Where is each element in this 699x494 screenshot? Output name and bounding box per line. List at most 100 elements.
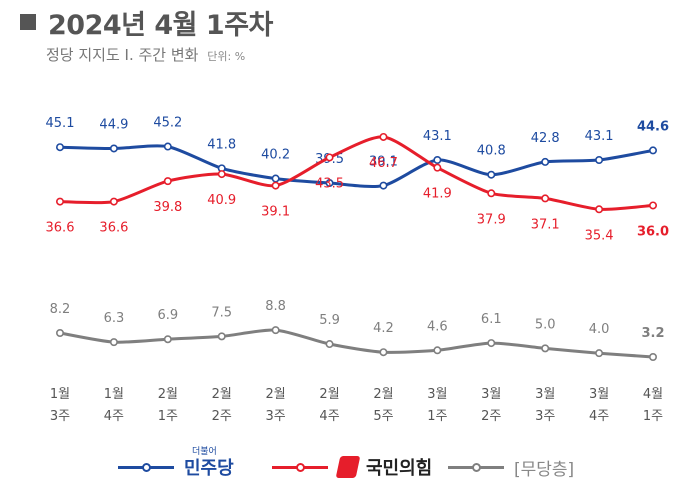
data-point-0-5: [325, 179, 334, 188]
x-tick-month-6: 2월: [373, 387, 393, 402]
data-label-1-6: 46.7: [369, 156, 398, 171]
x-tick-month-2: 2월: [158, 387, 178, 402]
title-square-icon: [20, 14, 36, 30]
data-label-0-1: 44.9: [99, 117, 128, 132]
data-point-2-5: [325, 340, 334, 349]
series-line-1: [59, 135, 654, 211]
data-point-0-4: [271, 174, 280, 183]
x-tick-week-4: 3주: [266, 409, 286, 424]
data-label-1-4: 39.1: [261, 205, 290, 220]
data-label-0-6: 39.1: [369, 155, 398, 170]
data-label-2-10: 4.0: [589, 322, 610, 337]
x-tick-month-10: 3월: [589, 387, 609, 402]
data-label-0-11: 44.6: [637, 119, 669, 134]
subtitle-text: 정당 지지도 Ⅰ. 주간 변화: [46, 46, 199, 64]
x-tick-month-3: 2월: [212, 387, 232, 402]
data-label-0-0: 45.1: [46, 116, 75, 131]
data-label-1-2: 39.8: [153, 200, 182, 215]
data-label-2-9: 5.0: [535, 317, 556, 332]
data-label-2-4: 8.8: [265, 299, 286, 314]
x-tick-week-3: 2주: [212, 409, 232, 424]
data-point-0-8: [487, 170, 496, 179]
data-point-1-9: [541, 194, 550, 203]
x-tick-month-4: 2월: [266, 387, 286, 402]
legend-item-dem: 더불어 민주당: [118, 447, 234, 482]
data-label-1-11: 36.0: [637, 224, 669, 239]
data-point-1-10: [595, 205, 604, 214]
data-point-0-11: [648, 146, 657, 155]
x-tick-week-8: 2주: [481, 409, 501, 424]
legend-label-dem-text: 민주당: [184, 458, 234, 479]
unit-label: 단위: %: [207, 50, 246, 63]
data-point-0-2: [163, 142, 172, 151]
x-tick-month-8: 3월: [481, 387, 501, 402]
x-tick-week-1: 4주: [104, 409, 124, 424]
x-tick-month-0: 1월: [50, 387, 70, 402]
data-label-0-4: 40.2: [261, 148, 290, 163]
data-label-1-3: 40.9: [207, 193, 236, 208]
data-point-0-9: [541, 157, 550, 166]
x-tick-week-7: 1주: [427, 409, 447, 424]
x-tick-week-2: 1주: [158, 409, 178, 424]
data-point-0-1: [109, 144, 118, 153]
data-label-1-10: 35.4: [585, 228, 614, 243]
x-tick-week-11: 1주: [643, 409, 663, 424]
legend-line-ppp-icon: [272, 460, 328, 474]
legend-label-ppp: 국민의힘: [366, 458, 433, 479]
data-point-1-7: [433, 163, 442, 172]
data-label-2-8: 6.1: [481, 312, 502, 327]
chart-subtitle: 정당 지지도 Ⅰ. 주간 변화 단위: %: [46, 44, 245, 65]
x-tick-week-0: 3주: [50, 409, 70, 424]
data-point-2-8: [487, 339, 496, 348]
data-point-1-6: [379, 132, 388, 141]
data-label-2-0: 8.2: [50, 302, 71, 317]
data-label-0-3: 41.8: [207, 137, 236, 152]
x-tick-week-9: 3주: [535, 409, 555, 424]
data-label-0-8: 40.8: [477, 144, 506, 159]
data-label-1-1: 36.6: [99, 221, 128, 236]
data-label-1-7: 41.9: [423, 187, 452, 202]
data-label-2-11: 3.2: [641, 326, 664, 341]
data-label-2-7: 4.6: [427, 319, 448, 334]
data-point-2-1: [109, 338, 118, 347]
legend-line-dem-icon: [118, 460, 174, 474]
data-point-2-2: [163, 335, 172, 344]
legend-label-dem-small: 더불어: [192, 447, 217, 457]
x-tick-month-1: 1월: [104, 387, 124, 402]
data-point-2-7: [433, 346, 442, 355]
data-point-0-6: [379, 181, 388, 190]
data-label-0-10: 43.1: [585, 129, 614, 144]
legend: 더불어 민주당 국민의힘 [무당층]: [0, 446, 699, 486]
x-tick-week-5: 4주: [319, 409, 339, 424]
x-tick-month-7: 3월: [427, 387, 447, 402]
data-point-1-4: [271, 181, 280, 190]
data-point-2-10: [595, 349, 604, 358]
x-tick-month-5: 2월: [319, 387, 339, 402]
data-point-1-8: [487, 189, 496, 198]
legend-label-none: [무당층]: [514, 459, 575, 480]
data-point-1-1: [109, 197, 118, 206]
series-line-2: [59, 328, 654, 359]
data-label-2-1: 6.3: [104, 311, 125, 326]
x-tick-week-10: 4주: [589, 409, 609, 424]
legend-item-none: [무당층]: [448, 452, 574, 482]
data-point-1-3: [217, 170, 226, 179]
ppp-logo-icon: [335, 456, 361, 478]
legend-line-none-icon: [448, 460, 504, 474]
legend-item-ppp: 국민의힘: [272, 452, 432, 482]
data-label-1-8: 37.9: [477, 212, 506, 227]
data-label-1-5: 43.5: [315, 176, 344, 191]
legend-label-dem: 더불어 민주당: [184, 447, 234, 480]
page-title: 2024년 4월 1주차: [48, 9, 273, 41]
data-point-2-3: [217, 332, 226, 341]
data-point-2-6: [379, 348, 388, 357]
line-chart: 45.144.945.241.840.239.539.143.140.842.8…: [46, 116, 670, 424]
data-label-1-0: 36.6: [46, 221, 75, 236]
data-point-1-5: [325, 153, 334, 162]
x-tick-month-9: 3월: [535, 387, 555, 402]
data-label-1-9: 37.1: [531, 217, 560, 232]
data-point-2-11: [648, 352, 657, 361]
x-tick-month-11: 4월: [643, 387, 663, 402]
title-block: 2024년 4월 1주차: [20, 4, 273, 41]
data-label-2-6: 4.2: [373, 321, 394, 336]
